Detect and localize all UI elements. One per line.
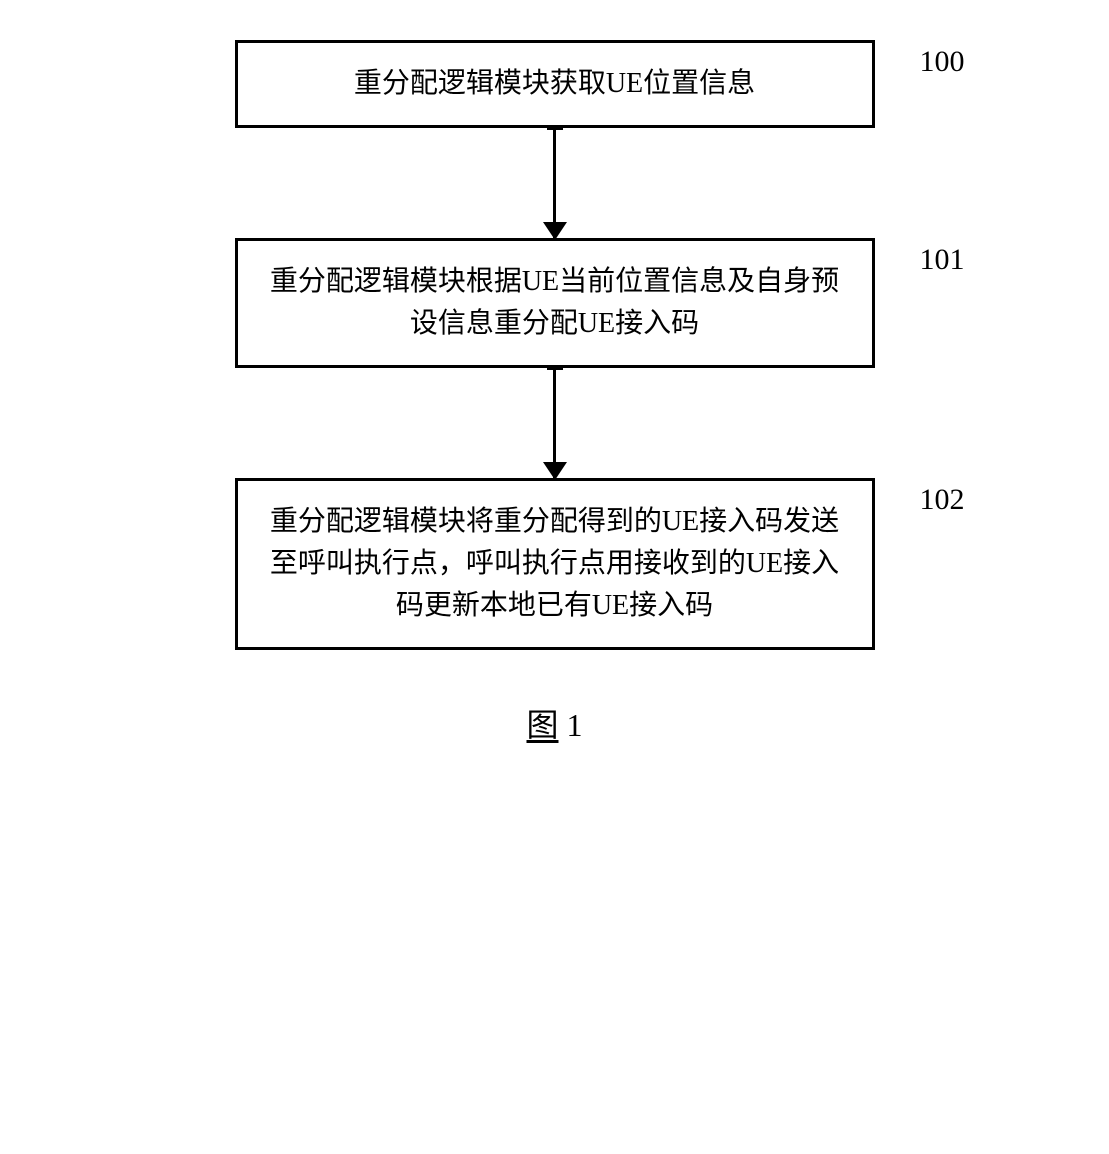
- step-row-3: 重分配逻辑模块将重分配得到的UE接入码发送至呼叫执行点，呼叫执行点用接收到的UE…: [135, 478, 975, 650]
- step-row-1: 重分配逻辑模块获取UE位置信息 100: [135, 40, 975, 128]
- caption-number: 1: [567, 707, 583, 743]
- arrow-2-3: [553, 368, 556, 478]
- flowchart-container: 重分配逻辑模块获取UE位置信息 100 重分配逻辑模块根据UE当前位置信息及自身…: [135, 40, 975, 746]
- flow-box-3-text: 重分配逻辑模块将重分配得到的UE接入码发送至呼叫执行点，呼叫执行点用接收到的UE…: [266, 501, 844, 627]
- flow-box-2-text: 重分配逻辑模块根据UE当前位置信息及自身预设信息重分配UE接入码: [266, 261, 844, 345]
- caption-prefix: 图: [526, 707, 558, 743]
- arrow-1-2: [553, 128, 556, 238]
- flow-box-2: 重分配逻辑模块根据UE当前位置信息及自身预设信息重分配UE接入码: [235, 238, 875, 368]
- flow-box-3: 重分配逻辑模块将重分配得到的UE接入码发送至呼叫执行点，呼叫执行点用接收到的UE…: [235, 478, 875, 650]
- step-row-2: 重分配逻辑模块根据UE当前位置信息及自身预设信息重分配UE接入码 101: [135, 238, 975, 368]
- flow-label-1: 100: [920, 45, 965, 79]
- figure-caption: 图 1: [526, 700, 582, 746]
- flow-label-3: 102: [920, 483, 965, 517]
- flow-box-1-text: 重分配逻辑模块获取UE位置信息: [354, 63, 755, 105]
- flow-box-1: 重分配逻辑模块获取UE位置信息: [235, 40, 875, 128]
- flow-label-2: 101: [920, 243, 965, 277]
